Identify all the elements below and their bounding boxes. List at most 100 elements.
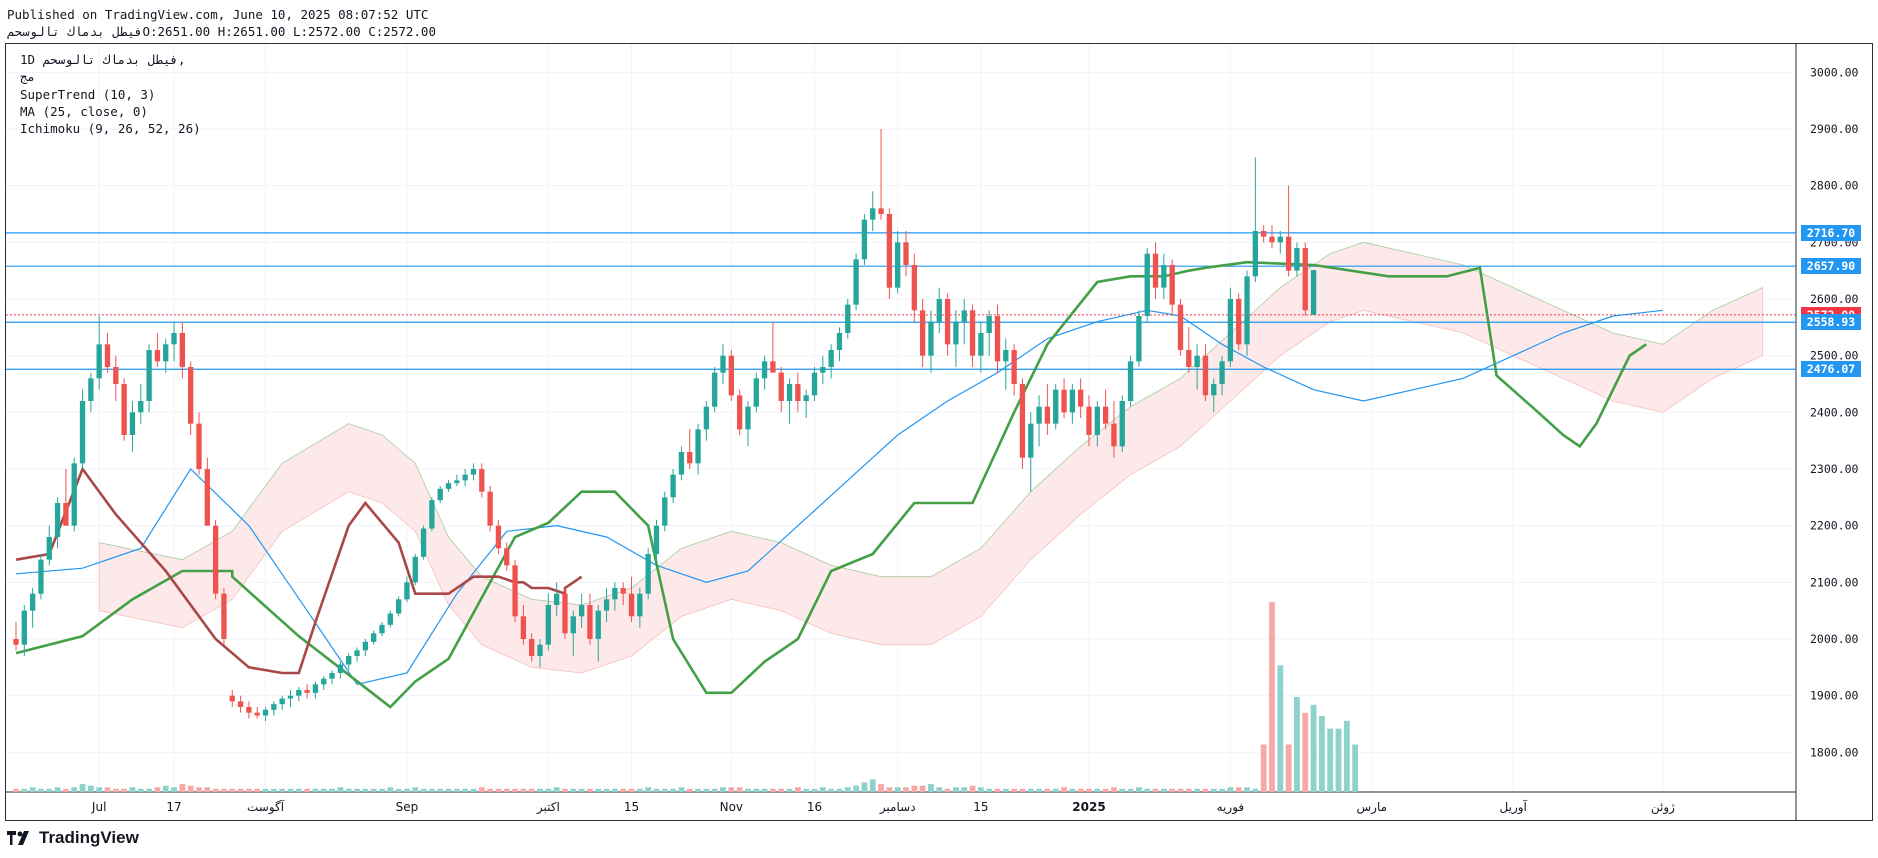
candle-body [71, 463, 77, 526]
volume-bar [869, 779, 876, 792]
volume-bar [245, 788, 252, 792]
x-tick-label: Jul [91, 800, 106, 814]
candle-body [96, 344, 102, 379]
volume-bar [171, 787, 177, 792]
volume-bar [636, 788, 643, 792]
tradingview-logo[interactable]: TradingView [7, 828, 139, 848]
volume-bar [121, 788, 128, 792]
x-tick-label: فوریه [1217, 800, 1245, 815]
candle-body [429, 500, 435, 529]
candle-body [961, 310, 967, 322]
price-tag: 2476.07 [1801, 361, 1861, 378]
candle-body [304, 690, 310, 693]
candle-body [587, 605, 593, 639]
volume-bar [312, 788, 319, 792]
y-tick-label: 1800.00 [1810, 745, 1859, 759]
legend-ma[interactable]: MA (25, close, 0) [20, 104, 148, 119]
candle-body [670, 474, 676, 498]
volume-bar [1352, 744, 1359, 792]
candle-body [903, 242, 909, 265]
candle-body [88, 378, 94, 401]
volume-bar [1277, 665, 1284, 792]
supertrend-up-line [15, 260, 1648, 709]
candle-body [570, 616, 576, 634]
candle-body [911, 265, 917, 311]
volume-bar [728, 787, 735, 792]
candle-body [1269, 236, 1275, 243]
candle-body [1236, 299, 1242, 345]
candle-body [1111, 423, 1117, 447]
volume-bar [1144, 788, 1151, 792]
volume-bar [54, 787, 61, 792]
candle-body [695, 429, 701, 464]
volume-bar [38, 788, 44, 792]
volume-bar [645, 787, 652, 792]
candle-body [936, 299, 942, 322]
candle-body [953, 321, 959, 345]
candle-body [1069, 389, 1076, 413]
volume-bar [304, 788, 311, 792]
legend-ichimoku[interactable]: Ichimoku (9, 26, 52, 26) [20, 121, 201, 136]
candle-body [720, 355, 726, 373]
volume-bar [553, 787, 560, 792]
brand-name: TradingView [39, 828, 139, 847]
candle-body [104, 344, 111, 367]
x-tick-label: 2025 [1072, 800, 1105, 814]
volume-bar [354, 788, 360, 792]
candle-body [163, 344, 169, 362]
candle-body [287, 695, 294, 699]
volume-bar [811, 788, 818, 792]
candle-body [362, 641, 369, 651]
volume-bar [952, 787, 959, 792]
candle-body [246, 707, 252, 713]
volume-bar [936, 787, 943, 792]
volume-bar [62, 788, 69, 792]
candle-body [1078, 389, 1084, 407]
volume-bar [886, 787, 893, 792]
candle-body [578, 605, 585, 617]
y-tick-label: 2200.00 [1810, 519, 1859, 533]
candle-body [878, 208, 884, 214]
candle-body [795, 384, 801, 401]
chart-frame[interactable]: 1800.00 1900.00 2000.00 2100.00 2200.00 2300.… [5, 43, 1873, 821]
volume-bar [29, 787, 36, 792]
candle-body [620, 588, 626, 594]
volume-bar [179, 784, 186, 792]
candle-body [129, 412, 136, 435]
candle-body [379, 624, 385, 634]
volume-bar [861, 782, 868, 792]
volume-bar [1061, 787, 1067, 792]
y-tick-label: 3000.00 [1810, 65, 1859, 79]
volume-bar [320, 788, 327, 792]
volume-bar [1135, 787, 1142, 792]
volume-bar [379, 788, 385, 792]
legend-supertrend[interactable]: SuperTrend (10, 3) [20, 87, 156, 102]
candle-body [1177, 304, 1184, 350]
volume-bar [711, 788, 718, 792]
candle-body [529, 639, 535, 656]
volume-bar [362, 788, 369, 792]
volume-bar [404, 788, 410, 792]
volume-bar [611, 788, 618, 792]
volume-bar [1019, 788, 1026, 792]
candle-body [237, 701, 244, 707]
y-tick-label: 2400.00 [1810, 405, 1859, 419]
candle-body [861, 219, 868, 260]
price-chart[interactable]: 1800.00 1900.00 2000.00 2100.00 2200.00 2300.… [6, 44, 1872, 820]
candle-body [1211, 384, 1217, 396]
legend-symbol: 1D فيطل بدماك تالوسحم, [20, 52, 186, 67]
volume-bar [803, 788, 810, 792]
volume-bar [894, 787, 901, 792]
volume-bar [670, 788, 677, 792]
volume-bar [578, 788, 585, 792]
candle-body [1119, 401, 1125, 447]
volume-bar [395, 788, 402, 792]
volume-bar [562, 788, 568, 792]
volume-bar [745, 788, 751, 792]
candle-body [1053, 389, 1059, 424]
x-tick-label: آوریل [1500, 799, 1528, 815]
candle-body [46, 537, 52, 560]
volume-bar [603, 788, 610, 792]
volume-bar [1119, 788, 1126, 792]
volume-bar [487, 788, 494, 792]
